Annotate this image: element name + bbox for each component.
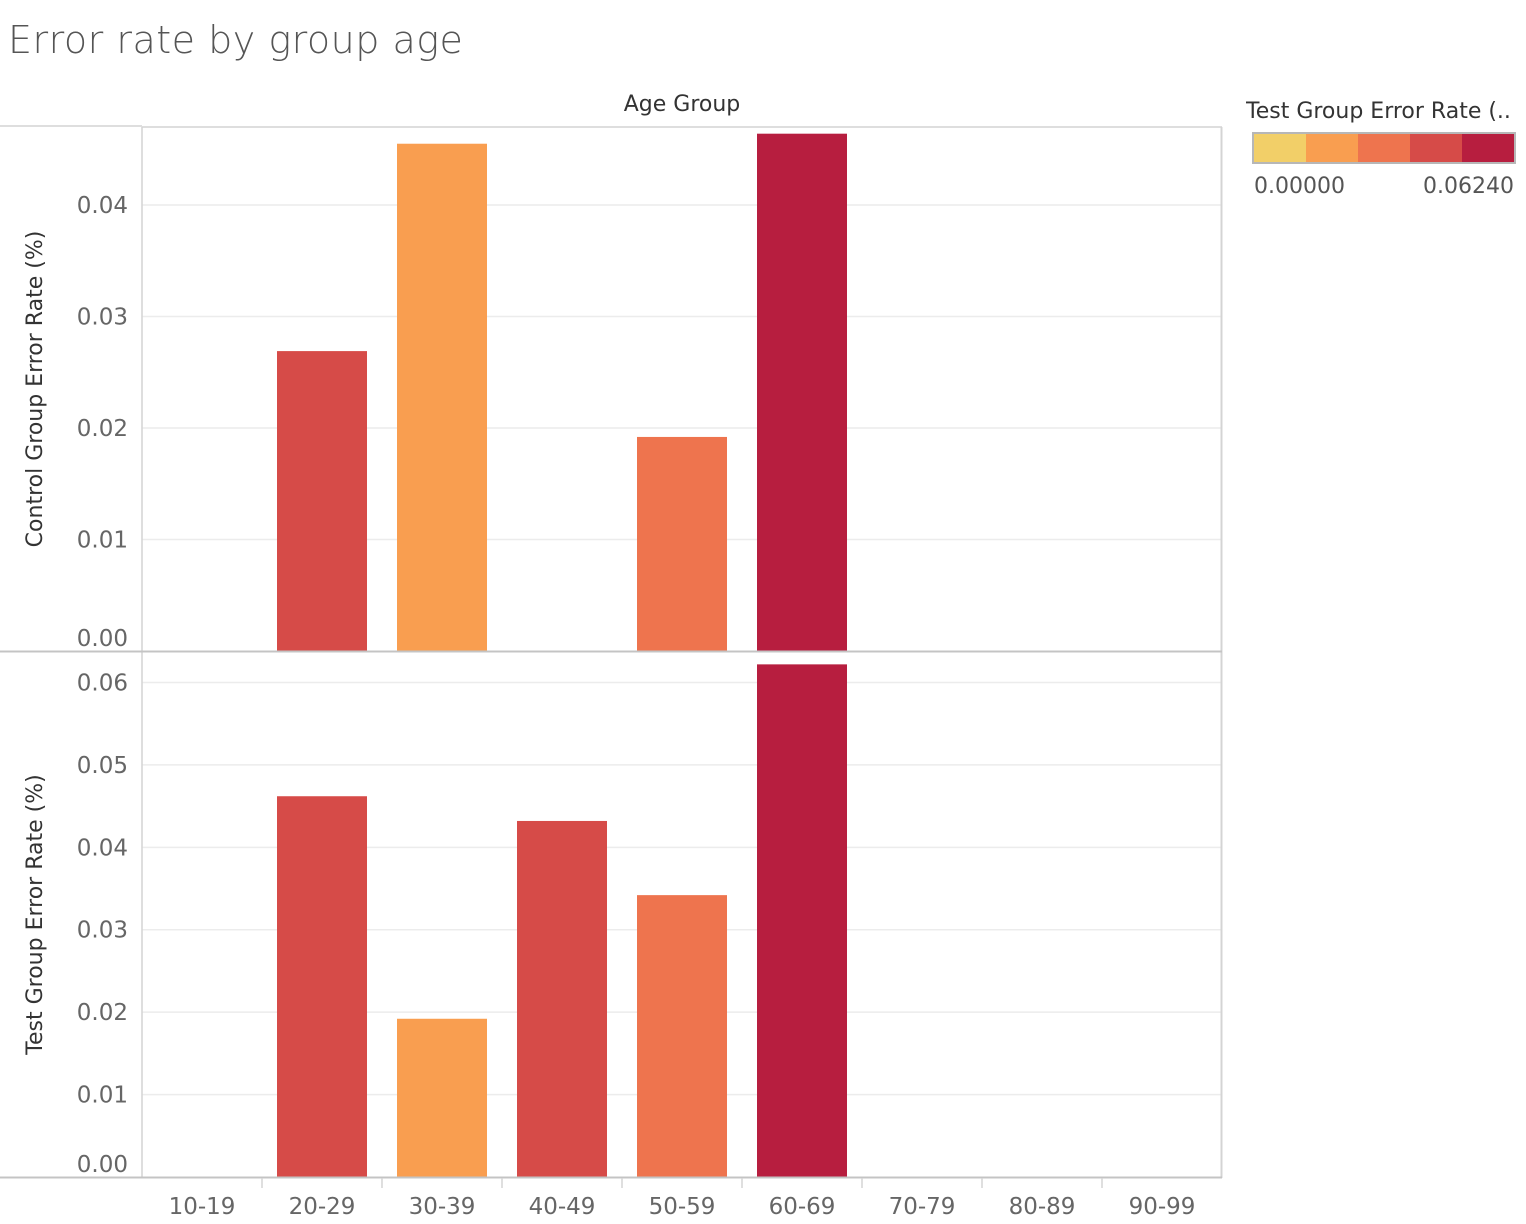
y-tick-label: 0.00 (77, 626, 128, 652)
bar-30-39-panel-1[interactable] (397, 143, 487, 652)
y-tick-label: 0.00 (77, 1152, 128, 1178)
bar-chart: 0.00 0.01 0.02 0.03 0.04 Control Group Error … (0, 125, 1223, 1220)
x-tick-label: 10-19 (169, 1194, 236, 1220)
y-tick-label: 0.03 (77, 918, 128, 944)
y-tick-label: 0.04 (77, 193, 128, 219)
y-tick-label: 0.04 (77, 835, 128, 861)
bar-50-59-panel-1[interactable] (637, 436, 727, 651)
legend-color-ramp[interactable] (1252, 132, 1516, 164)
y-tick-label: 0.06 (77, 670, 128, 696)
y-tick-label: 0.02 (77, 416, 128, 442)
chart-title: Error rate by group age (8, 18, 464, 62)
x-tick-label: 60-69 (769, 1194, 836, 1220)
bar-20-29-panel-2[interactable] (277, 796, 367, 1177)
y-tick-label: 0.05 (77, 753, 128, 779)
x-tick-label: 50-59 (649, 1194, 716, 1220)
legend-swatch-3 (1358, 134, 1410, 162)
y-tick-label: 0.03 (77, 305, 128, 331)
bar-60-69-panel-1[interactable] (757, 133, 847, 652)
legend-swatch-4 (1410, 134, 1462, 162)
y-tick-label: 0.01 (77, 1083, 128, 1109)
y-axis-title: Test Group Error Rate (%) (23, 774, 48, 1055)
x-tick-label: 40-49 (529, 1194, 596, 1220)
legend-swatch-1 (1254, 134, 1306, 162)
bar-40-49-panel-2[interactable] (517, 820, 607, 1177)
x-tick-label: 30-39 (409, 1194, 476, 1220)
y-tick-label: 0.02 (77, 1000, 128, 1026)
bar-50-59-panel-2[interactable] (637, 895, 727, 1177)
legend-max-label: 0.06240 (1423, 174, 1514, 199)
bar-60-69-panel-2[interactable] (757, 664, 847, 1177)
bar-30-39-panel-2[interactable] (397, 1018, 487, 1177)
x-tick-label: 70-79 (889, 1194, 956, 1220)
y-axis-title: Control Group Error Rate (%) (23, 231, 48, 548)
x-tick-label: 90-99 (1129, 1194, 1196, 1220)
x-tick-label: 20-29 (289, 1194, 356, 1220)
legend-swatch-5 (1462, 134, 1514, 162)
legend-swatch-2 (1306, 134, 1358, 162)
column-header: Age Group (623, 92, 741, 117)
x-tick-label: 80-89 (1009, 1194, 1076, 1220)
legend-min-label: 0.00000 (1254, 174, 1345, 199)
bar-20-29-panel-1[interactable] (277, 351, 367, 651)
y-tick-label: 0.01 (77, 528, 128, 554)
legend-title: Test Group Error Rate (.. (1246, 99, 1511, 124)
